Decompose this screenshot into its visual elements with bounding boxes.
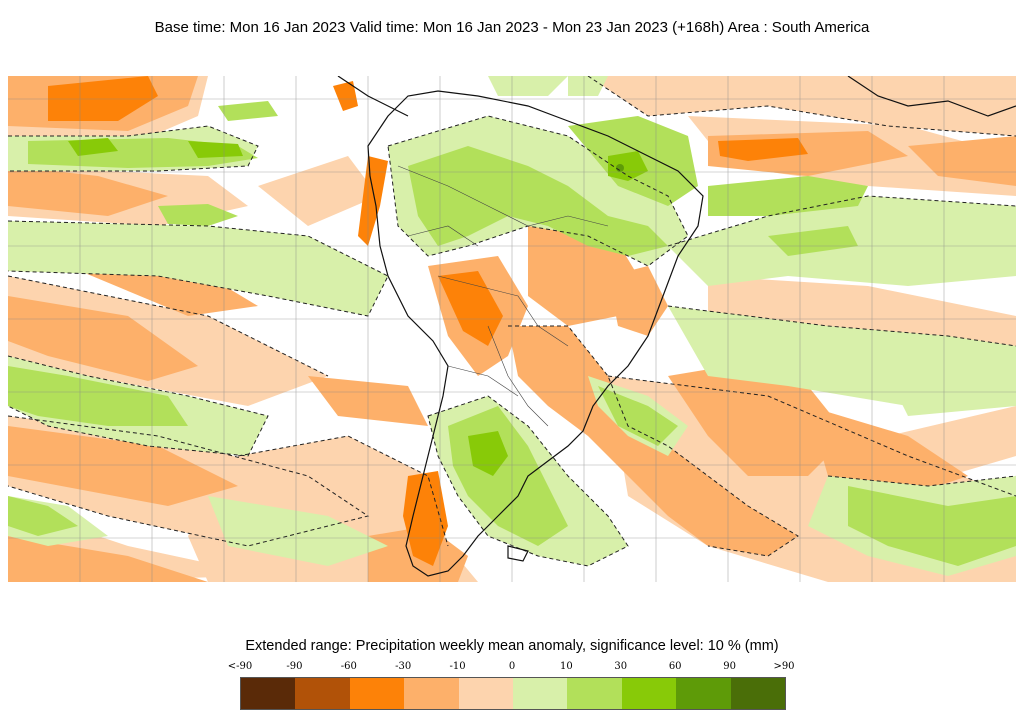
legend-tick-label: -60 <box>340 661 357 672</box>
anomaly-map <box>8 76 1016 582</box>
legend-swatch <box>730 678 786 709</box>
legend-swatch <box>676 678 731 709</box>
legend-ticks: <-90 -90 -60 -30 -10 0 10 30 60 90 >90 <box>0 661 1024 675</box>
legend-tick-label: 0 <box>508 661 516 672</box>
green-regions <box>8 101 1016 566</box>
legend-swatch <box>349 678 405 709</box>
legend-tick-label: 30 <box>614 661 628 672</box>
legend-swatch <box>241 678 296 709</box>
legend-tick-label: -90 <box>286 661 303 672</box>
chart-title: Base time: Mon 16 Jan 2023 Valid time: M… <box>154 19 870 36</box>
legend-tick-label: 10 <box>560 661 573 672</box>
significance-contours <box>8 76 1016 567</box>
graticule <box>8 76 1016 582</box>
legend-colorbar <box>240 677 786 710</box>
map-canvas <box>8 76 1016 582</box>
legend-tick-label: 60 <box>668 661 682 672</box>
legend-swatch <box>458 678 514 709</box>
country-borders <box>397 165 609 427</box>
legend-swatch <box>295 678 350 709</box>
legend-swatch <box>567 678 622 709</box>
strong-orange-regions <box>48 76 808 566</box>
legend-tick-label: -10 <box>449 661 466 672</box>
legend-swatch <box>404 678 459 709</box>
legend-tick-label: 90 <box>723 661 736 672</box>
coastlines <box>337 76 1016 577</box>
legend-swatch <box>621 678 677 709</box>
legend-swatch <box>513 678 568 709</box>
legend-title: Extended range: Precipitation weekly mea… <box>245 638 779 654</box>
legend-tick-label: -30 <box>395 661 412 672</box>
legend-tick-label: <-90 <box>227 661 253 672</box>
legend-tick-label: >90 <box>773 661 795 672</box>
